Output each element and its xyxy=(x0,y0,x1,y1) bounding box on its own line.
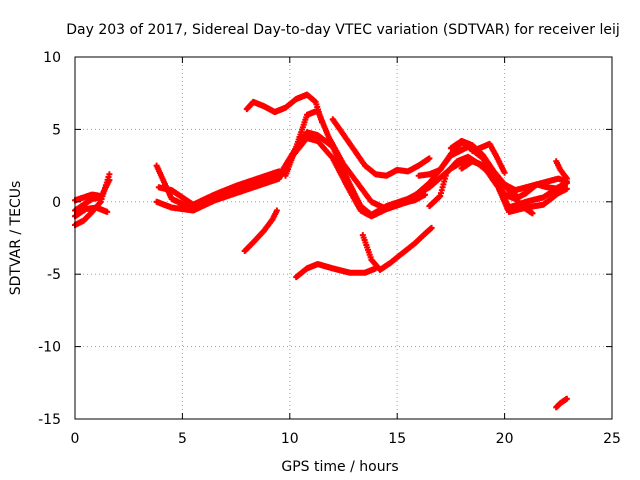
series-t10 xyxy=(329,116,433,179)
plot-frame xyxy=(74,56,613,420)
series-t13 xyxy=(241,207,280,254)
series-t11 xyxy=(293,261,379,281)
series-t20 xyxy=(553,395,570,411)
data-point-markers xyxy=(359,224,435,273)
x-tick-label: 25 xyxy=(603,431,621,447)
y-tick-label: 0 xyxy=(52,195,61,211)
x-tick-label: 15 xyxy=(388,431,406,447)
series-t6 xyxy=(153,135,570,220)
series-t7 xyxy=(155,168,283,208)
y-axis-label: SDTVAR / TECUs xyxy=(8,181,24,296)
data-point-markers xyxy=(329,116,433,179)
grid xyxy=(75,57,612,419)
data-point-markers xyxy=(293,261,379,281)
data-points xyxy=(72,91,570,411)
data-point-markers xyxy=(553,158,570,182)
series-t12 xyxy=(359,224,435,273)
x-tick-label: 0 xyxy=(71,431,80,447)
x-tick-label: 20 xyxy=(496,431,514,447)
data-point-markers xyxy=(153,135,570,220)
y-tick-label: -10 xyxy=(38,340,61,356)
x-tick-label: 5 xyxy=(178,431,187,447)
y-tick-label: -15 xyxy=(38,412,61,428)
data-point-markers xyxy=(553,395,570,411)
chart-title: Day 203 of 2017, Sidereal Day-to-day VTE… xyxy=(66,22,620,38)
data-point-markers xyxy=(241,207,280,254)
data-point-markers xyxy=(282,107,429,212)
data-point-markers xyxy=(469,140,508,176)
x-tick-label: 10 xyxy=(281,431,299,447)
series-t19 xyxy=(458,158,570,202)
series-t21 xyxy=(469,140,508,176)
series-t18 xyxy=(553,158,570,182)
data-point-markers xyxy=(155,168,283,208)
axis-ticks: 0 5 10 15 20 25 -15 -10 -5 0 5 10 xyxy=(38,50,621,447)
series-t9 xyxy=(282,107,429,212)
x-axis-label: GPS time / hours xyxy=(281,459,398,475)
y-tick-label: 5 xyxy=(52,122,61,138)
data-point-markers xyxy=(458,158,570,202)
data-point-markers xyxy=(243,91,325,126)
y-tick-label: 10 xyxy=(43,50,61,66)
y-tick-label: -5 xyxy=(47,267,61,283)
series-t8 xyxy=(243,91,325,126)
